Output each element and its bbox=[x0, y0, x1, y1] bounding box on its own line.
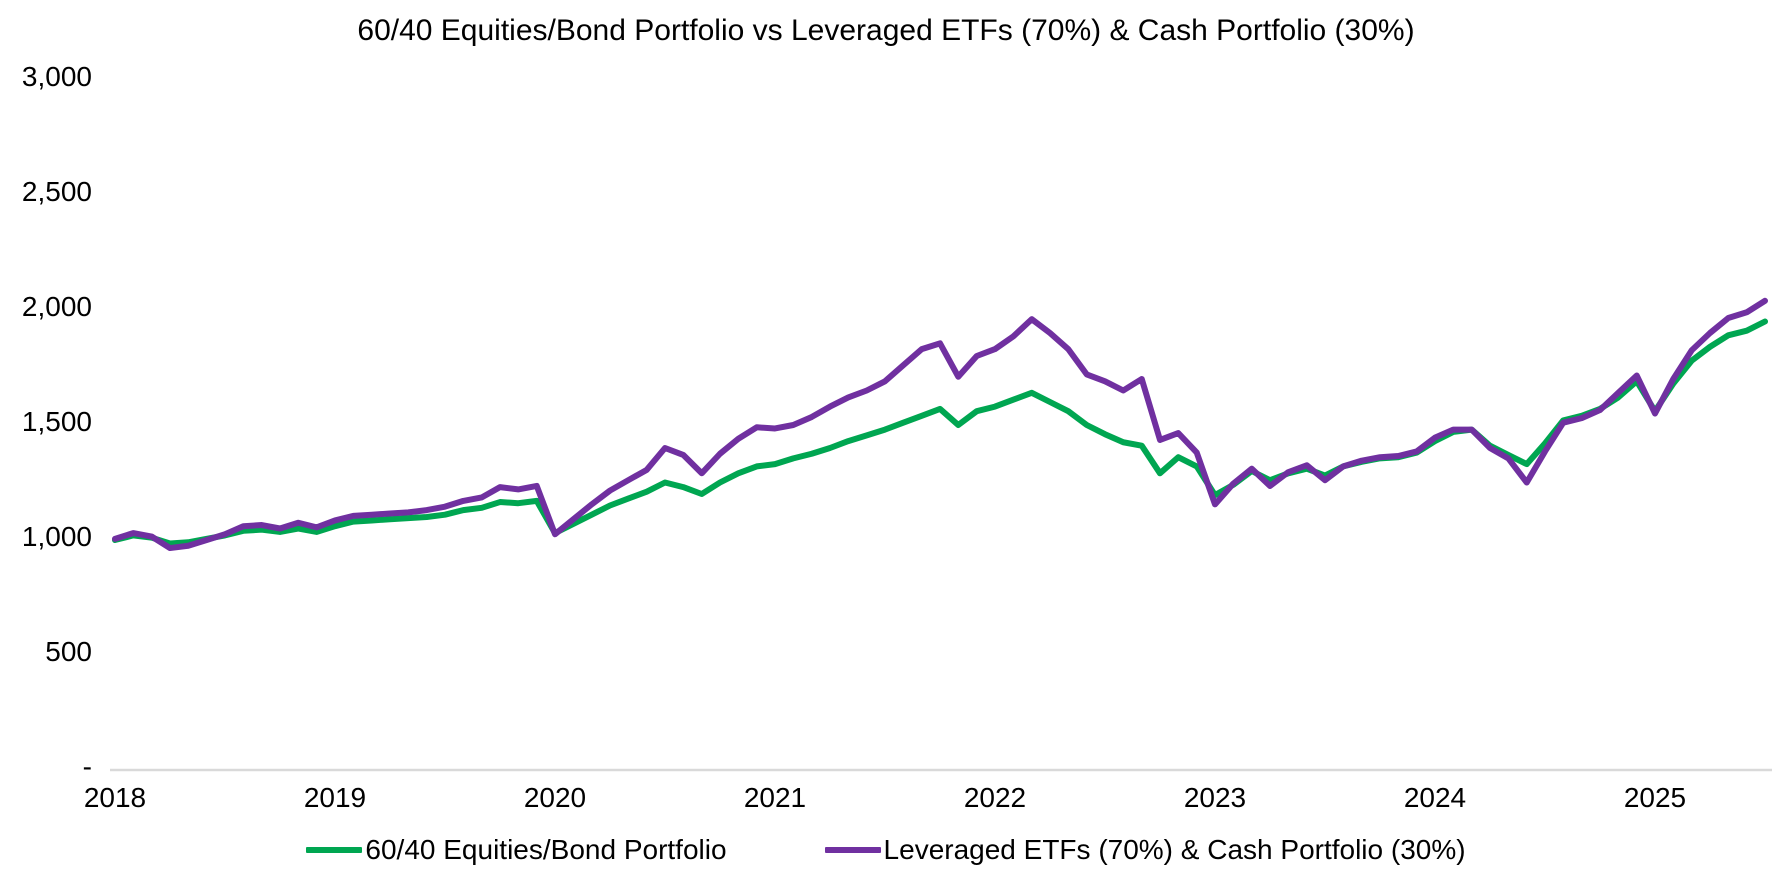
y-axis-tick-label: 2,500 bbox=[21, 176, 92, 207]
x-axis-tick-label: 2018 bbox=[83, 782, 147, 813]
y-axis-tick-label: 2,000 bbox=[21, 291, 92, 322]
chart-legend: 60/40 Equities/Bond Portfolio Leveraged E… bbox=[0, 836, 1772, 864]
legend-item-1[interactable]: 60/40 Equities/Bond Portfolio bbox=[306, 834, 727, 865]
y-axis-tick-label: 3,000 bbox=[21, 61, 92, 92]
x-axis-tick-label: 2025 bbox=[1623, 782, 1687, 813]
x-axis-tick-label: 2023 bbox=[1183, 782, 1247, 813]
chart-title: 60/40 Equities/Bond Portfolio vs Leverag… bbox=[357, 14, 1415, 47]
series-line-1 bbox=[112, 318, 1768, 547]
legend-item-label: 60/40 Equities/Bond Portfolio bbox=[365, 834, 727, 865]
x-axis-tick-label: 2024 bbox=[1403, 782, 1467, 813]
x-axis-tick-label: 2019 bbox=[303, 782, 367, 813]
legend-color-swatch bbox=[306, 847, 363, 853]
legend-color-swatch bbox=[824, 847, 881, 853]
y-axis-tick-label: 1,000 bbox=[21, 521, 92, 552]
y-axis-tick-label: 500 bbox=[45, 636, 92, 667]
x-axis-tick-label: 2022 bbox=[963, 782, 1027, 813]
legend-item-label: Leveraged ETFs (70%) & Cash Portfolio (3… bbox=[883, 834, 1466, 865]
x-axis-tick-label: 2021 bbox=[743, 782, 807, 813]
series-line-2 bbox=[112, 297, 1768, 552]
legend-item-2[interactable]: Leveraged ETFs (70%) & Cash Portfolio (3… bbox=[824, 834, 1466, 865]
y-axis-tick-label: 1,500 bbox=[21, 406, 92, 437]
y-axis-tick-label: - bbox=[82, 751, 92, 782]
x-axis-tick-label: 2020 bbox=[523, 782, 587, 813]
